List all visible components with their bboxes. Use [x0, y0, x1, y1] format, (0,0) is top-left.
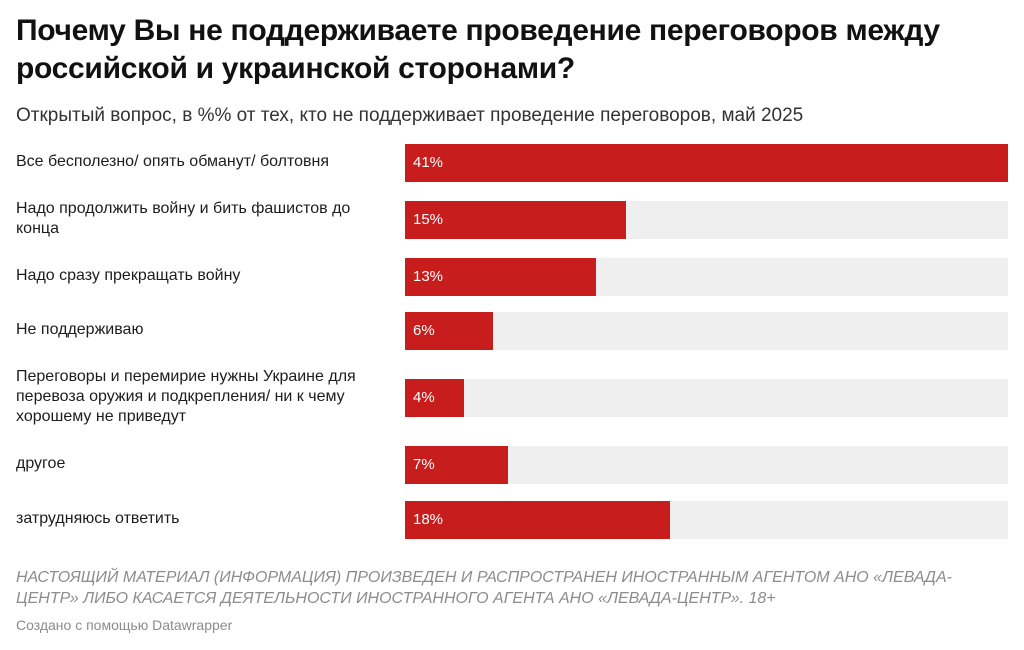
bar-row: затрудняюсь ответить 18% [16, 501, 1008, 539]
bar-row: Надо продолжить войну и бить фашистов до… [16, 200, 1008, 239]
bar-track: 15% [405, 201, 1008, 239]
bar: 15% [405, 201, 626, 239]
bar-value-label: 4% [413, 389, 435, 406]
bar-category-label: другое [16, 455, 66, 472]
bar-track: 13% [405, 258, 1008, 296]
bar: 13% [405, 258, 596, 296]
bar-category-label: Надо сразу прекращать войну [16, 267, 241, 284]
bar-track: 4% [405, 379, 1008, 417]
bar: 18% [405, 501, 670, 539]
bar-row: Надо сразу прекращать войну 13% [16, 258, 1008, 296]
bar-category-label: Переговоры и перемирие нужны Украине для… [16, 368, 356, 425]
bar-value-label: 15% [413, 211, 444, 228]
bar-category-label: Надо продолжить войну и бить фашистов до… [16, 200, 351, 237]
bar: 41% [405, 144, 1008, 182]
bar-track: 6% [405, 312, 1008, 350]
bar-value-label: 41% [413, 154, 444, 171]
chart-notes: НАСТОЯЩИЙ МАТЕРИАЛ (ИНФОРМАЦИЯ) ПРОИЗВЕД… [16, 569, 952, 607]
bar: 6% [405, 312, 493, 350]
bar-category-label: затрудняюсь ответить [16, 510, 180, 527]
bar-value-label: 13% [413, 268, 444, 285]
bar-value-label: 6% [413, 322, 435, 339]
bar-row: Не поддерживаю 6% [16, 312, 1008, 350]
chart-subtitle: Открытый вопрос, в %% от тех, кто не под… [16, 105, 804, 126]
bar-category-label: Не поддерживаю [16, 321, 144, 338]
chart-title: Почему Вы не поддерживаете проведение пе… [16, 14, 940, 85]
bar-track: 18% [405, 501, 1008, 539]
bar-row: Переговоры и перемирие нужны Украине для… [16, 368, 1008, 425]
bar-category-label: Все бесполезно/ опять обманут/ болтовня [16, 153, 330, 170]
bar-row: Все бесполезно/ опять обманут/ болтовня 4… [16, 144, 1008, 182]
bar: 7% [405, 446, 508, 484]
bar-track: 7% [405, 446, 1008, 484]
bar-value-label: 18% [413, 511, 444, 528]
bar-value-label: 7% [413, 456, 435, 473]
bar: 4% [405, 379, 464, 417]
chart-credit: Создано с помощью Datawrapper [16, 617, 233, 633]
bar-row: другое 7% [16, 446, 1008, 484]
bar-track: 41% [405, 144, 1008, 182]
